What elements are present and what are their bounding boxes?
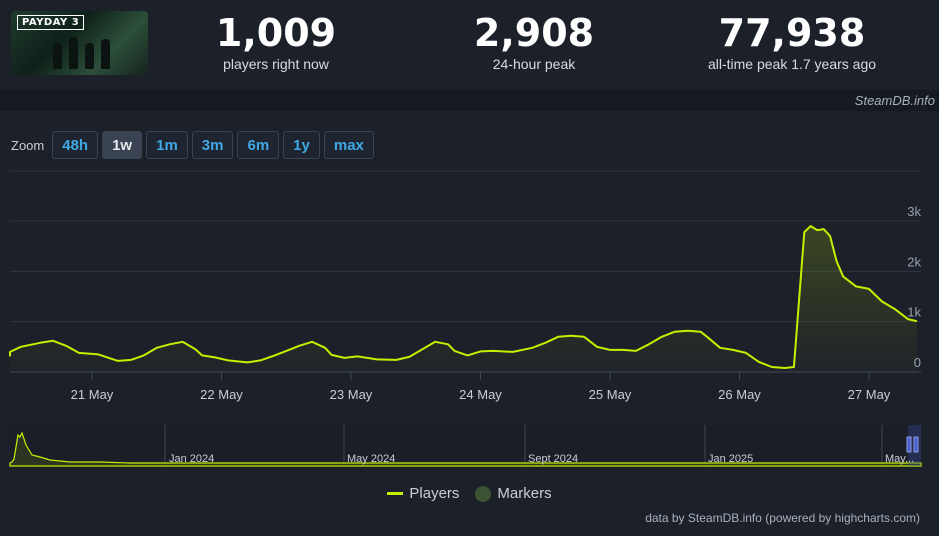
zoom-controls: Zoom 48h 1w 1m 3m 6m 1y max (11, 131, 378, 159)
navigator-label: Jan 2024 (169, 453, 214, 465)
x-tick-label: 24 May (459, 387, 502, 402)
grid-lines (10, 170, 921, 373)
header: PAYDAY 3 1,009 players right now 2,908 2… (0, 0, 939, 90)
navigator-label: Sept 2024 (528, 453, 578, 465)
figure-shape (69, 37, 78, 69)
x-tick-label: 22 May (200, 387, 243, 402)
stat-current-players: 1,009 players right now (190, 12, 362, 72)
navigator-handle-left[interactable] (906, 436, 912, 453)
figure-shape (101, 39, 110, 69)
players-series-line[interactable] (9, 225, 918, 369)
figure-shape (53, 43, 62, 69)
game-logo: PAYDAY 3 (17, 15, 85, 30)
chart-footer[interactable]: data by SteamDB.info (powered by highcha… (645, 511, 920, 525)
zoom-1y-button[interactable]: 1y (283, 131, 320, 159)
y-tick-label: 0 (914, 355, 921, 370)
stat-all-time-peak: 77,938 all-time peak 1.7 years ago (692, 12, 892, 72)
navigator-series (9, 431, 922, 467)
y-axis-ticks: 0 1k 2k 3k (907, 204, 921, 370)
legend-players-label: Players (409, 485, 460, 502)
legend-line-swatch (387, 492, 404, 495)
credit-bar (0, 90, 939, 111)
y-tick-label: 1k (907, 305, 921, 320)
navigator-label: May 2024 (347, 453, 395, 465)
x-tick-label: 23 May (330, 387, 373, 402)
x-tick-label: 27 May (848, 387, 891, 402)
x-tick-label: 26 May (718, 387, 761, 402)
stat-value: 77,938 (718, 11, 866, 55)
legend-dot-swatch (475, 485, 492, 502)
x-tick-label: 25 May (589, 387, 632, 402)
stat-value: 1,009 (215, 11, 337, 55)
zoom-1w-button[interactable]: 1w (102, 131, 143, 159)
legend-players[interactable]: Players (387, 485, 459, 502)
navigator-grid (164, 425, 883, 466)
stat-label: 24-hour peak (492, 56, 576, 72)
navigator-label: May... (885, 453, 914, 465)
chart-legend: Players Markers (0, 485, 939, 502)
zoom-3m-button[interactable]: 3m (191, 131, 234, 159)
stat-label: all-time peak 1.7 years ago (707, 56, 877, 72)
stat-label: players right now (223, 56, 329, 72)
zoom-1m-button[interactable]: 1m (146, 131, 188, 159)
navigator-background (10, 425, 921, 466)
stat-value: 2,908 (473, 11, 595, 55)
zoom-label: Zoom (11, 137, 45, 153)
stat-24h-peak: 2,908 24-hour peak (448, 12, 620, 72)
legend-markers[interactable]: Markers (475, 485, 552, 502)
zoom-max-button[interactable]: max (323, 131, 374, 159)
navigator[interactable]: Jan 2024 May 2024 Sept 2024 Jan 2025 May... (9, 425, 922, 467)
steamdb-credit[interactable]: SteamDB.info (854, 93, 935, 108)
zoom-6m-button[interactable]: 6m (237, 131, 280, 159)
navigator-labels: Jan 2024 May 2024 Sept 2024 Jan 2025 May... (169, 453, 914, 465)
y-tick-label: 3k (907, 204, 921, 219)
legend-markers-label: Markers (497, 485, 552, 502)
players-area (10, 226, 917, 372)
y-tick-label: 2k (907, 254, 921, 269)
game-thumbnail[interactable]: PAYDAY 3 (11, 11, 148, 75)
x-axis-ticks: 21 May 22 May 23 May 24 May 25 May 26 May 27 M… (71, 372, 891, 402)
figure-shape (85, 43, 94, 69)
navigator-handle-right[interactable] (913, 436, 919, 453)
navigator-label: Jan 2025 (708, 453, 753, 465)
zoom-48h-button[interactable]: 48h (52, 131, 99, 159)
player-chart[interactable]: 0 1k 2k 3k 21 May 22 May 23 May 24 May 25 May 26… (0, 0, 939, 480)
x-tick-label: 21 May (71, 387, 114, 402)
